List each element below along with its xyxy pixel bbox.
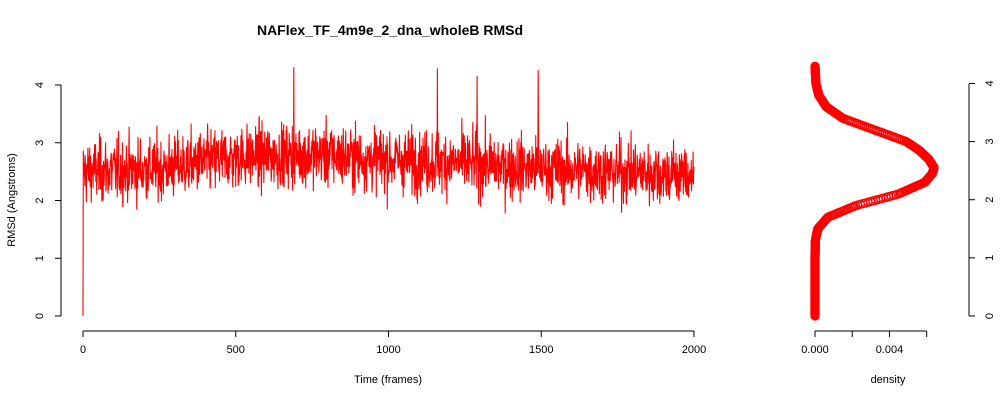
density-y-tick-label: 1	[984, 255, 996, 261]
density-y-axis: 0 1 2 3 4	[968, 80, 996, 319]
density-x-label: density	[871, 374, 906, 386]
y-tick-label: 0	[34, 313, 46, 319]
rmsd-series-line	[82, 67, 695, 317]
y-tick-label: 2	[34, 197, 46, 203]
y-tick-label: 3	[34, 140, 46, 146]
x-tick-label: 1500	[529, 344, 553, 356]
density-point	[810, 61, 820, 71]
x-axis: 0 500 1000 1500 2000	[80, 330, 706, 356]
y-axis-label: RMSd (Angstroms)	[6, 153, 18, 247]
x-tick-label: 500	[227, 344, 245, 356]
y-axis: 0 1 2 3 4	[34, 82, 62, 319]
x-tick-label: 2000	[682, 344, 706, 356]
density-y-tick-label: 0	[984, 313, 996, 319]
rmsd-line	[82, 67, 695, 317]
density-y-tick-label: 2	[984, 197, 996, 203]
x-axis-label: Time (frames)	[354, 374, 422, 386]
x-tick-label: 0	[80, 344, 86, 356]
density-x-tick-label: 0.004	[876, 344, 904, 356]
chart-title: NAFlex_TF_4m9e_2_dna_wholeB RMSd	[257, 22, 523, 38]
density-y-tick-label: 4	[984, 80, 996, 86]
density-x-tick-label: 0.000	[801, 344, 829, 356]
y-tick-label: 1	[34, 255, 46, 261]
density-y-tick-label: 3	[984, 139, 996, 145]
density-series-points	[810, 61, 939, 321]
x-tick-label: 1000	[376, 344, 400, 356]
rmsd-time-plot: 0 500 1000 1500 2000 0 1 2 3 4 Time (frames) RMS…	[6, 67, 706, 386]
density-plot: 0.000 0.004 0 1 2 3 4 density	[801, 61, 996, 386]
density-x-axis: 0.000 0.004	[801, 330, 928, 356]
y-tick-label: 4	[34, 82, 46, 88]
